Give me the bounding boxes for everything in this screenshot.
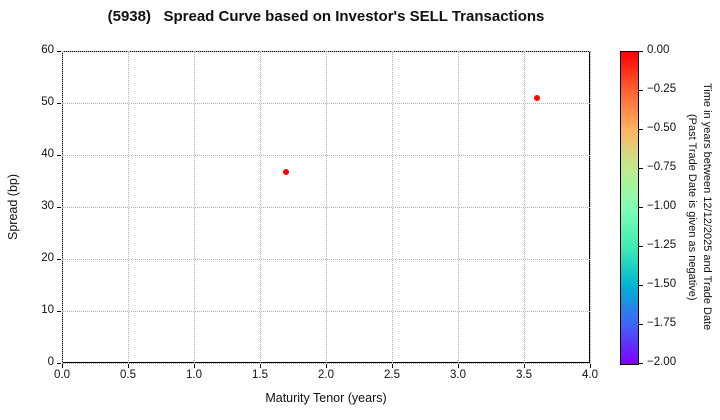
x-tick-mark [128, 364, 130, 368]
y-tick-label: 20 [41, 252, 54, 264]
colorbar-tick-label: −2.00 [647, 356, 677, 368]
x-tick-mark [590, 364, 592, 368]
colorbar-tick-mark [639, 207, 643, 209]
gridline-horizontal [62, 363, 590, 364]
colorbar-tick-mark [639, 324, 643, 326]
x-tick-label: 2.0 [318, 369, 334, 381]
x-tick-label: 2.5 [384, 369, 400, 381]
colorbar-tick-mark [639, 363, 643, 365]
gridline-horizontal [62, 259, 590, 260]
colorbar-label: Time in years between 12/12/2025 and Tra… [684, 51, 714, 363]
x-tick-mark [194, 364, 196, 368]
x-tick-label: 1.0 [186, 369, 202, 381]
y-tick-label: 50 [41, 96, 54, 108]
colorbar-tick-label: −1.75 [647, 317, 677, 329]
gridline-horizontal [62, 103, 590, 104]
x-tick-mark [326, 364, 328, 368]
plot-area: 0.0 0.5 1.0 1.5 2.0 2.5 3.0 3.5 4.0 0 10 20 30 40 50 60 [41, 44, 598, 381]
gridline-vertical [590, 51, 591, 363]
x-tick-label: 3.0 [450, 369, 466, 381]
x-tick-mark [524, 364, 526, 368]
colorbar-tick-mark [639, 246, 643, 248]
gridline-horizontal [62, 311, 590, 312]
data-point [534, 94, 541, 101]
y-tick-mark [57, 103, 61, 105]
y-tick-mark [57, 51, 61, 53]
gridline-horizontal [62, 155, 590, 156]
colorbar-tick-label: 0.00 [647, 44, 670, 56]
x-tick-mark [62, 364, 64, 368]
x-tick-label: 0.5 [120, 369, 136, 381]
y-tick-label: 10 [41, 304, 54, 316]
y-tick-mark [57, 259, 61, 261]
colorbar-tick-label: −1.00 [647, 200, 677, 212]
y-tick-label: 60 [41, 44, 54, 56]
x-tick-mark [260, 364, 262, 368]
x-tick-label: 0.0 [54, 369, 70, 381]
colorbar [620, 51, 639, 365]
x-tick-mark [392, 364, 394, 368]
chart-title: (5938) Spread Curve based on Investor's … [107, 8, 545, 25]
colorbar-tick-label: −1.25 [647, 239, 677, 251]
gridline-horizontal [62, 51, 590, 52]
y-tick-label: 0 [47, 356, 54, 368]
colorbar-tick-mark [639, 168, 643, 170]
colorbar-tick-mark [639, 129, 643, 131]
x-tick-label: 1.5 [252, 369, 268, 381]
y-tick-mark [57, 155, 61, 157]
colorbar-tick-mark [639, 51, 643, 53]
colorbar-tick-label: −0.75 [647, 161, 677, 173]
colorbar-tick-mark [639, 90, 643, 92]
y-tick-mark [57, 207, 61, 209]
y-tick-label: 30 [41, 200, 54, 212]
y-tick-label: 40 [41, 148, 54, 160]
x-tick-label: 4.0 [582, 369, 598, 381]
gridline-horizontal [62, 207, 590, 208]
colorbar-tick-label: −0.50 [647, 122, 677, 134]
data-point [283, 169, 290, 176]
x-tick-mark [458, 364, 460, 368]
colorbar-tick-label: −0.25 [647, 83, 677, 95]
y-axis-label: Spread (bp) [6, 174, 20, 241]
colorbar-label-line1: Time in years between 12/12/2025 and Tra… [701, 83, 713, 331]
colorbar-axis: 0.00 −0.25 −0.50 −0.75 −1.00 −1.25 −1.50 −1.75 −… [639, 44, 699, 368]
colorbar-tick-mark [639, 285, 643, 287]
colorbar-tick-label: −1.50 [647, 278, 677, 290]
x-tick-label: 3.5 [516, 369, 532, 381]
x-axis-label: Maturity Tenor (years) [265, 391, 387, 405]
y-tick-mark [57, 363, 61, 365]
colorbar-label-line2: (Past Trade Date is given as negative) [686, 113, 698, 301]
y-tick-mark [57, 311, 61, 313]
